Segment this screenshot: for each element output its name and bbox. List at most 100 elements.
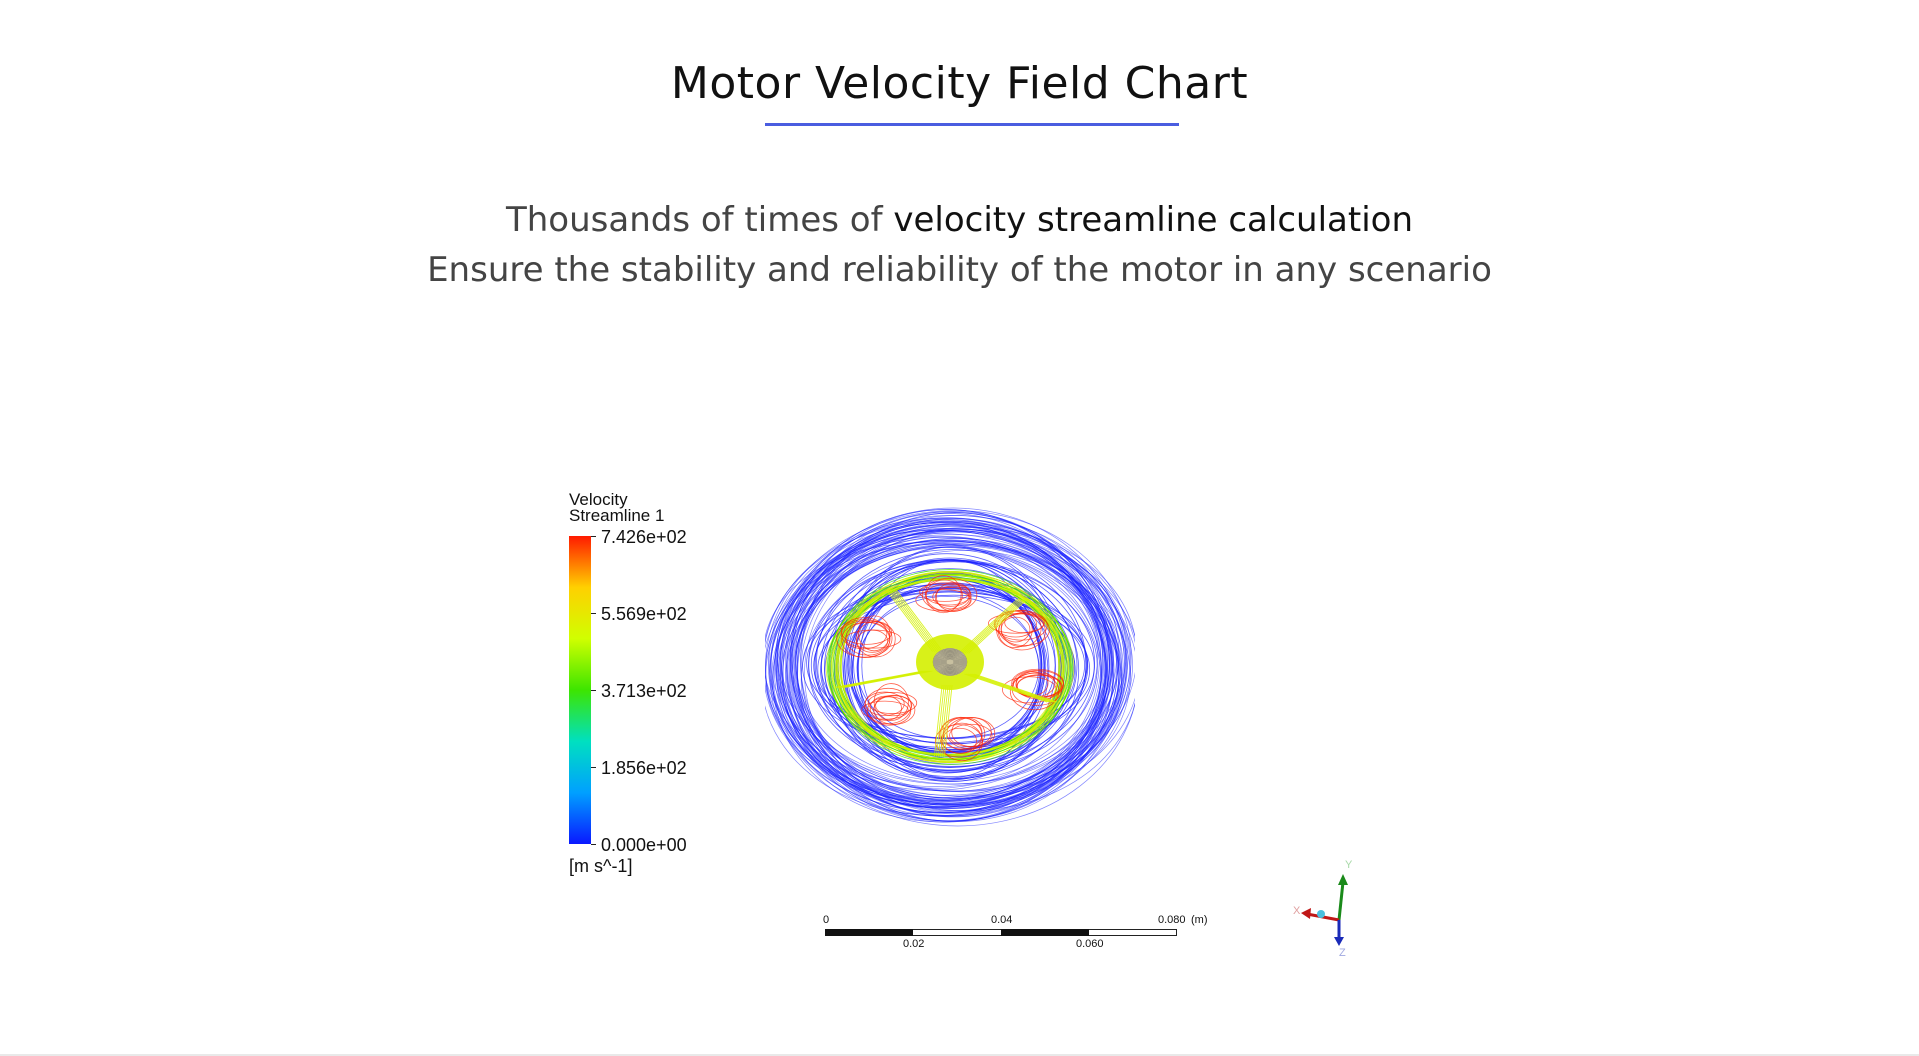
- streamline-plot: [765, 507, 1135, 827]
- streamline-spoke: [844, 670, 933, 688]
- streamline-hub-ring: [945, 658, 955, 666]
- title-underline: [765, 123, 1179, 126]
- subtitle-highlight: velocity streamline calculation: [893, 200, 1413, 240]
- streamline-ring: [840, 573, 1060, 761]
- streamline-inner: [817, 594, 1091, 744]
- legend-value: 0.000e+00: [601, 835, 687, 855]
- scale-label: 0.060: [1076, 938, 1104, 950]
- streamline-outer: [765, 542, 1123, 799]
- streamline-inner: [823, 568, 1074, 768]
- streamline-inner: [847, 586, 1056, 745]
- legend-tick: [591, 536, 596, 537]
- legend-tick: [591, 690, 596, 691]
- streamline-inner: [808, 559, 1096, 767]
- legend-color-bar: [569, 536, 591, 844]
- streamline-spoke: [933, 684, 943, 757]
- streamline-pocket: [866, 696, 912, 726]
- streamline-inner: [856, 595, 1040, 740]
- scale-label: 0.04: [991, 914, 1013, 926]
- streamline-spoke: [939, 684, 949, 757]
- streamline-spoke: [941, 684, 951, 757]
- page-bottom-border: [0, 1054, 1919, 1056]
- legend-value: 5.569e+02: [601, 604, 687, 624]
- streamline-pocket: [864, 687, 912, 725]
- legend-tick: [591, 844, 596, 845]
- streamline-spoke: [968, 673, 1052, 703]
- streamline-ring: [828, 569, 1072, 765]
- streamline-hub-ring: [932, 648, 968, 676]
- streamline-outer: [782, 540, 1108, 806]
- streamline-pocket: [946, 717, 996, 750]
- subtitle-line-2: Ensure the stability and reliability of …: [427, 250, 1492, 290]
- streamline-pocket: [858, 615, 891, 652]
- legend-value: 3.713e+02: [601, 681, 687, 701]
- streamline-hub-ring: [941, 655, 959, 669]
- streamline-outer: [765, 520, 1126, 805]
- scale-label: 0.02: [903, 938, 925, 950]
- streamline-outer: [789, 538, 1112, 798]
- streamline-hub-ring: [935, 650, 965, 674]
- streamline-outer: [782, 525, 1106, 813]
- streamline-pocket: [925, 575, 962, 614]
- streamline-outer: [768, 533, 1131, 807]
- streamline-outer: [772, 527, 1135, 804]
- subtitle-prefix: Thousands of times of: [505, 200, 894, 240]
- scale-label: 0.080: [1158, 914, 1186, 926]
- streamline-pocket: [856, 629, 889, 653]
- streamline-hub-ring: [934, 649, 966, 675]
- streamline-hub-ring: [943, 657, 957, 667]
- subtitle-line-1: Thousands of times of velocity streamlin…: [0, 200, 1919, 240]
- streamline-inner: [806, 588, 1088, 739]
- streamline-pocket: [875, 694, 913, 717]
- streamline-outer: [776, 531, 1111, 808]
- legend-title-line-1: Velocity: [569, 490, 628, 509]
- streamline-inner: [858, 558, 1041, 779]
- streamline-pocket: [951, 717, 992, 747]
- streamline-outer: [769, 520, 1125, 817]
- streamline-inner: [820, 560, 1087, 771]
- streamline-pocket: [934, 724, 983, 758]
- streamline-pocket: [840, 617, 888, 650]
- streamline-pocket: [998, 612, 1046, 651]
- streamline-outer: [778, 515, 1120, 808]
- streamline-hub-ring: [940, 654, 960, 670]
- streamline-spoke: [966, 673, 1050, 703]
- streamline-pocket: [1002, 676, 1057, 704]
- velocity-field-figure: Velocity Streamline 1 7.426e+02 5.569e+0…: [555, 480, 1405, 960]
- legend-tick: [591, 613, 596, 614]
- streamline-spoke: [968, 598, 1028, 654]
- streamline-outer: [780, 539, 1119, 785]
- streamline-ring: [827, 574, 1073, 760]
- scale-label: 0: [823, 914, 830, 926]
- streamline-hub-ring: [933, 649, 967, 675]
- scale-bar: 0 0.04 0.080 (m) 0.02 0.060: [823, 914, 1208, 956]
- streamline-hub-ring: [937, 652, 963, 672]
- axis-label-y: Y: [1345, 859, 1353, 871]
- streamline-pocket: [841, 620, 893, 645]
- streamline-outer: [775, 522, 1115, 808]
- streamline-ring: [834, 575, 1066, 759]
- streamline-ring: [840, 571, 1060, 763]
- y-axis-arrow: [1337, 881, 1345, 921]
- streamline-outer: [797, 528, 1115, 818]
- legend-tick: [591, 767, 596, 768]
- streamline-pocket: [925, 579, 963, 611]
- streamline-pocket: [845, 621, 891, 656]
- axis-label-x: X: [1293, 905, 1301, 917]
- streamline-spoke: [972, 673, 1056, 703]
- streamline-pocket: [1000, 616, 1031, 643]
- streamline-spoke: [887, 589, 936, 652]
- axes-triad-icon: Y X Z: [1293, 859, 1353, 956]
- streamline-outer: [765, 529, 1127, 799]
- legend-value: 7.426e+02: [601, 527, 687, 547]
- legend-unit: [m s^-1]: [569, 856, 633, 876]
- streamline-pocket: [1009, 672, 1060, 711]
- streamline-pocket: [1004, 612, 1045, 634]
- streamline-spoke: [943, 684, 953, 757]
- streamline-outer: [795, 536, 1102, 802]
- streamline-spoke: [885, 589, 934, 652]
- streamline-hub-ring: [938, 653, 962, 671]
- streamline-outer: [800, 512, 1110, 809]
- legend-value: 1.856e+02: [601, 758, 687, 778]
- streamline-spoke: [935, 684, 945, 757]
